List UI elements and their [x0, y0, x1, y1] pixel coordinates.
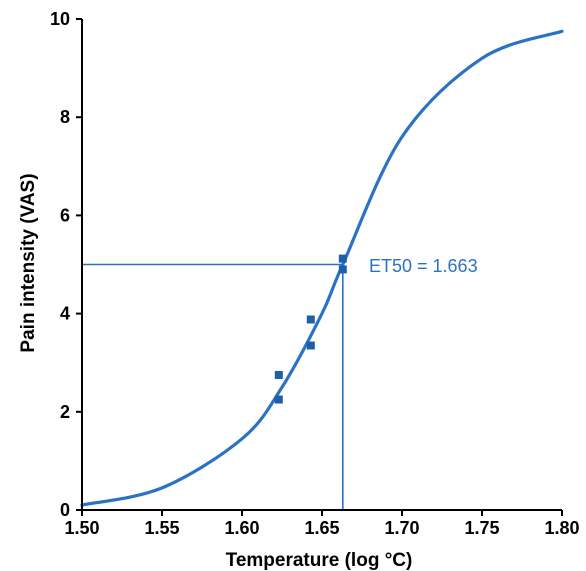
x-ticks: 1.50 1.55 1.60 1.65 1.70 1.75 1.80 [64, 510, 580, 538]
et50-annotation: ET50 = 1.663 [369, 256, 478, 276]
data-point [274, 395, 283, 404]
x-tick-label: 1.60 [224, 518, 259, 538]
fitted-sigmoid-curve [80, 29, 564, 507]
data-point [338, 254, 347, 263]
x-tick-label: 1.75 [464, 518, 499, 538]
y-axis-title: Pain intensity (VAS) [18, 173, 39, 352]
y-tick-label: 8 [60, 107, 70, 127]
x-tick-label: 1.50 [64, 518, 99, 538]
data-point [306, 315, 315, 324]
y-tick-label: 10 [50, 9, 70, 29]
data-point [274, 370, 283, 379]
x-tick-label: 1.65 [304, 518, 339, 538]
y-tick-label: 2 [60, 402, 70, 422]
x-tick-label: 1.70 [384, 518, 419, 538]
x-tick-label: 1.80 [544, 518, 579, 538]
data-point [338, 265, 347, 274]
y-tick-label: 0 [60, 500, 70, 520]
y-ticks: 0 2 4 6 8 10 [50, 9, 82, 520]
y-tick-label: 4 [60, 304, 70, 324]
x-tick-label: 1.55 [144, 518, 179, 538]
data-points [274, 254, 347, 404]
reference-lines [82, 263, 344, 510]
x-axis-title: Temperature (log °C) [226, 550, 413, 571]
y-tick-label: 6 [60, 205, 70, 225]
data-point [306, 341, 315, 350]
